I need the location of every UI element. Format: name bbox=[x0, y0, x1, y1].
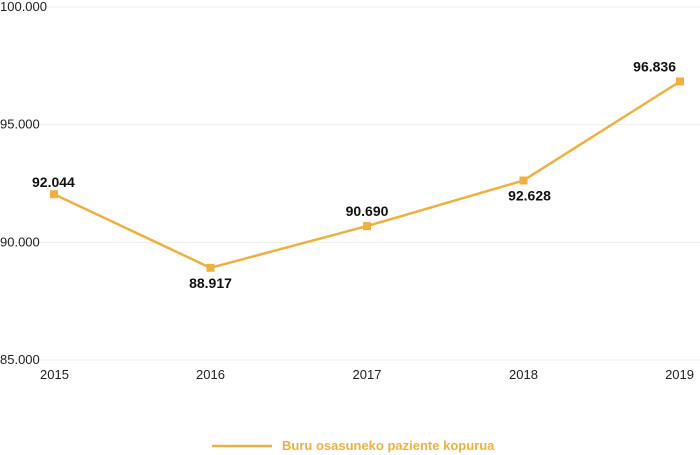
data-label: 88.917 bbox=[189, 275, 232, 291]
data-point bbox=[206, 263, 215, 272]
data-label: 92.044 bbox=[32, 174, 75, 190]
data-label: 96.836 bbox=[633, 58, 676, 74]
y-tick-label: 85.000 bbox=[0, 352, 40, 367]
data-label: 92.628 bbox=[508, 187, 551, 203]
x-tick-label: 2017 bbox=[353, 367, 382, 382]
y-tick-label: 100.000 bbox=[0, 0, 47, 14]
data-labels: 92.044 88.917 90.690 92.628 96.836 bbox=[32, 58, 676, 290]
x-tick-label: 2019 bbox=[665, 367, 694, 382]
x-tick-label: 2018 bbox=[509, 367, 538, 382]
y-tick-label: 90.000 bbox=[0, 234, 40, 249]
data-point bbox=[676, 77, 684, 86]
series-line bbox=[53, 80, 681, 270]
gridlines bbox=[0, 6, 700, 361]
data-point bbox=[50, 190, 58, 199]
x-tick-label: 2015 bbox=[40, 367, 69, 382]
data-label: 90.690 bbox=[346, 203, 389, 219]
data-point bbox=[363, 222, 371, 231]
legend: Buru osasuneko paziente kopurua bbox=[212, 438, 495, 453]
y-tick-label: 95.000 bbox=[0, 117, 40, 132]
x-axis-tick-labels: 2015 2016 2017 2018 2019 bbox=[40, 367, 694, 382]
y-axis-tick-labels: 85.000 90.000 95.000 100.000 bbox=[0, 0, 47, 367]
series-line-path bbox=[53, 80, 681, 270]
x-tick-label: 2016 bbox=[196, 367, 225, 382]
data-point bbox=[519, 176, 528, 185]
legend-label: Buru osasuneko paziente kopurua bbox=[282, 438, 495, 453]
data-points bbox=[50, 77, 684, 272]
